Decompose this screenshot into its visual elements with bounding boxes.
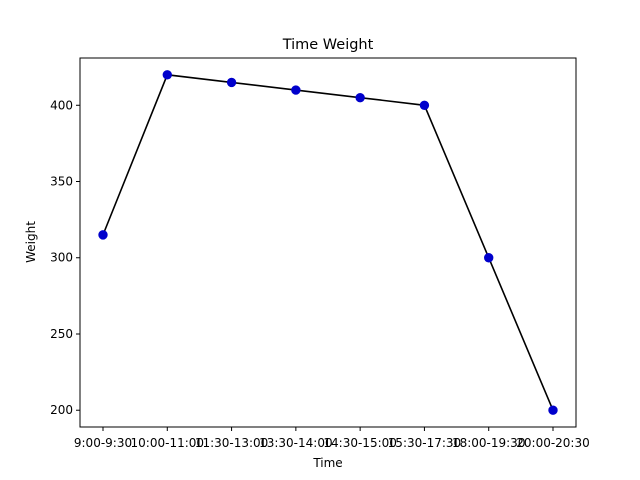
data-point — [291, 85, 301, 95]
data-point — [162, 70, 172, 80]
data-point — [419, 100, 430, 110]
plot-frame — [79, 57, 577, 428]
x-tick-label: 11:30-13:00 — [195, 436, 269, 450]
data-point — [226, 77, 237, 88]
x-tick-label: 14:30-15:00 — [323, 436, 397, 450]
chart-title: Time Weight — [282, 37, 374, 53]
data-point — [355, 92, 365, 103]
series-group — [98, 70, 558, 415]
data-point — [548, 405, 558, 415]
x-tick-label: 15:30-17:30 — [388, 436, 462, 450]
x-tick-label: 9:00-9:30 — [74, 436, 132, 450]
x-axis-label: Time — [312, 456, 342, 470]
x-tick-label: 10:00-11:00 — [131, 436, 205, 450]
x-tick-label: 13:30-14:00 — [259, 436, 333, 450]
y-tick-label: 300 — [50, 251, 73, 265]
y-tick-label: 400 — [50, 98, 73, 112]
series-line — [102, 73, 554, 411]
data-point — [484, 253, 494, 263]
y-axis-label: Weight — [24, 221, 38, 263]
x-tick-label: 18:00-19:30 — [452, 436, 526, 450]
data-point — [98, 230, 108, 240]
x-tick-label: 20:00-20:30 — [516, 436, 590, 450]
y-tick-label: 350 — [50, 175, 73, 189]
y-axis: 200 250 300 350 400 — [50, 98, 80, 417]
y-tick-label: 250 — [50, 327, 73, 341]
x-axis: 9:00-9:3010:00-11:0011:30-13:0013:30-14:… — [74, 427, 590, 450]
y-tick-label: 200 — [50, 403, 73, 417]
